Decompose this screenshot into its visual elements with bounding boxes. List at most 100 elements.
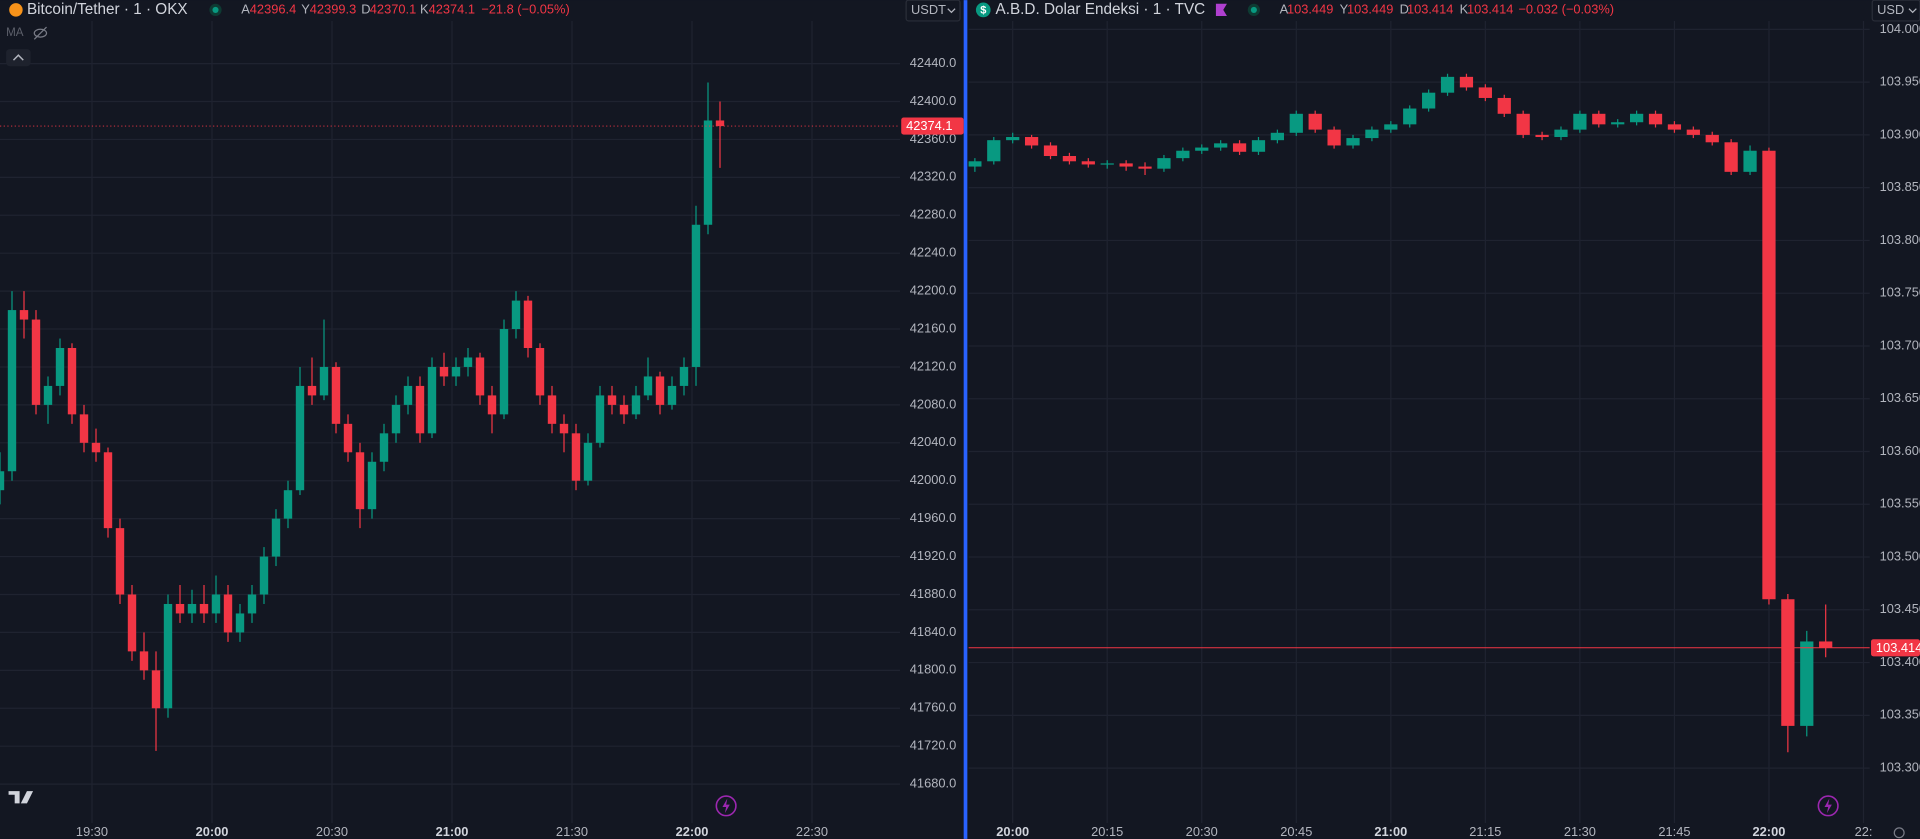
x-tick-label: 19:30 xyxy=(76,824,108,839)
flag-icon[interactable] xyxy=(1215,3,1227,17)
candle-body xyxy=(1195,147,1209,151)
candle-body xyxy=(127,594,137,652)
candle-body xyxy=(403,385,413,405)
plot-right xyxy=(968,20,1870,823)
candle-body xyxy=(1403,108,1417,125)
candle-body xyxy=(115,528,125,595)
candle-body xyxy=(1629,113,1644,123)
settings-icon[interactable] xyxy=(1893,827,1905,839)
x-tick-label: 20:00 xyxy=(996,824,1029,839)
collapse-button[interactable] xyxy=(6,49,31,67)
candle-body xyxy=(439,366,449,377)
candle-body xyxy=(475,357,485,396)
candle-body xyxy=(643,376,653,396)
legend-label: Y xyxy=(301,1,310,16)
y-tick-label: 41920.0 xyxy=(910,548,956,563)
candle-body xyxy=(451,366,461,377)
candle-body xyxy=(319,366,329,396)
candle-body xyxy=(1138,166,1152,169)
legend-value: 103.414 xyxy=(1407,1,1453,16)
candle-body xyxy=(235,613,245,633)
hide-icon[interactable] xyxy=(33,26,48,40)
legend-change: −21.8 (−0.05%) xyxy=(481,1,570,16)
candle-body xyxy=(463,357,473,367)
lightning-icon xyxy=(1824,798,1832,814)
tv-logo[interactable] xyxy=(8,791,34,804)
y-tick-label: 103.950 xyxy=(1880,74,1920,89)
candle-body xyxy=(307,385,317,396)
candle-body xyxy=(1743,150,1757,172)
x-tick-label: 21:15 xyxy=(1469,824,1501,839)
candle-body xyxy=(1251,140,1266,152)
candle-body xyxy=(1497,97,1511,114)
candle-body xyxy=(1346,138,1360,146)
candle-body xyxy=(1705,134,1719,143)
candle-body xyxy=(1214,143,1228,148)
candle-body xyxy=(151,670,161,709)
y-tick-label: 103.450 xyxy=(1880,601,1920,616)
candle-body xyxy=(1459,76,1474,88)
candle-body xyxy=(1024,137,1039,146)
y-tick-label: 42400.0 xyxy=(910,93,956,108)
candle-body xyxy=(487,395,497,415)
last-price-label: 42374.1 xyxy=(906,118,952,133)
symbol-title[interactable]: A.B.D. Dolar Endeksi · 1 · TVC xyxy=(996,1,1206,18)
candle-body xyxy=(571,433,581,481)
legend-value: 103.414 xyxy=(1467,1,1513,16)
candle-body xyxy=(1667,124,1682,130)
candle-body xyxy=(1006,137,1020,141)
candle-body xyxy=(1157,158,1171,169)
symbol-icon xyxy=(975,2,991,18)
candle-body xyxy=(1232,143,1247,152)
candle-body xyxy=(31,319,41,405)
candle-body xyxy=(91,442,101,453)
lightning-button[interactable] xyxy=(1817,795,1839,817)
candle-body xyxy=(499,329,509,415)
currency-caret xyxy=(1908,8,1917,14)
candle-body xyxy=(667,385,677,405)
x-tick-label: 20:30 xyxy=(1186,824,1218,839)
currency[interactable]: USDT xyxy=(911,2,946,17)
indicator-label[interactable]: MA xyxy=(6,26,24,39)
status-dot-inner xyxy=(1250,6,1257,13)
candle-body xyxy=(427,366,437,434)
legend-label: K xyxy=(1460,1,1469,16)
y-tick-label: 41680.0 xyxy=(910,775,956,790)
candle-body xyxy=(607,395,617,405)
candle-body xyxy=(619,404,629,415)
candle-body xyxy=(367,461,377,510)
candle-body xyxy=(103,452,113,529)
candle-body xyxy=(7,310,17,472)
candle-body xyxy=(968,161,982,167)
currency[interactable]: USD xyxy=(1877,2,1904,17)
candle-body xyxy=(1289,113,1303,133)
y-tick-label: 41760.0 xyxy=(910,700,956,715)
candle-body xyxy=(1478,87,1492,98)
candle-body xyxy=(247,594,257,614)
candle-body xyxy=(1100,163,1114,165)
currency-button[interactable] xyxy=(1871,0,1920,22)
y-tick-label: 42160.0 xyxy=(910,320,956,335)
y-tick-label: 41840.0 xyxy=(910,624,956,639)
y-tick-label: 104.000 xyxy=(1880,21,1920,36)
y-tick-label: 42440.0 xyxy=(910,55,956,70)
candle-body xyxy=(1516,113,1530,135)
x-tick-label: 21:45 xyxy=(1658,824,1690,839)
candle-body xyxy=(355,452,365,510)
x-tick-label: 22:30 xyxy=(796,824,828,839)
legend-value: 42396.4 xyxy=(250,1,296,16)
x-tick-label: 20:45 xyxy=(1280,824,1312,839)
candle-body xyxy=(1365,129,1379,139)
x-tick-label: 20:15 xyxy=(1091,824,1123,839)
lightning-button[interactable] xyxy=(715,795,737,817)
legend-value: 103.449 xyxy=(1287,1,1333,16)
legend-label: K xyxy=(420,1,429,16)
y-tick-label: 103.400 xyxy=(1880,654,1920,669)
candle-body xyxy=(679,366,689,386)
currency-button[interactable] xyxy=(905,0,961,22)
candle-body xyxy=(67,348,77,415)
legend-label: Y xyxy=(1340,1,1349,16)
symbol-title[interactable]: Bitcoin/Tether · 1 · OKX xyxy=(27,1,188,18)
candle-body xyxy=(1611,122,1625,125)
